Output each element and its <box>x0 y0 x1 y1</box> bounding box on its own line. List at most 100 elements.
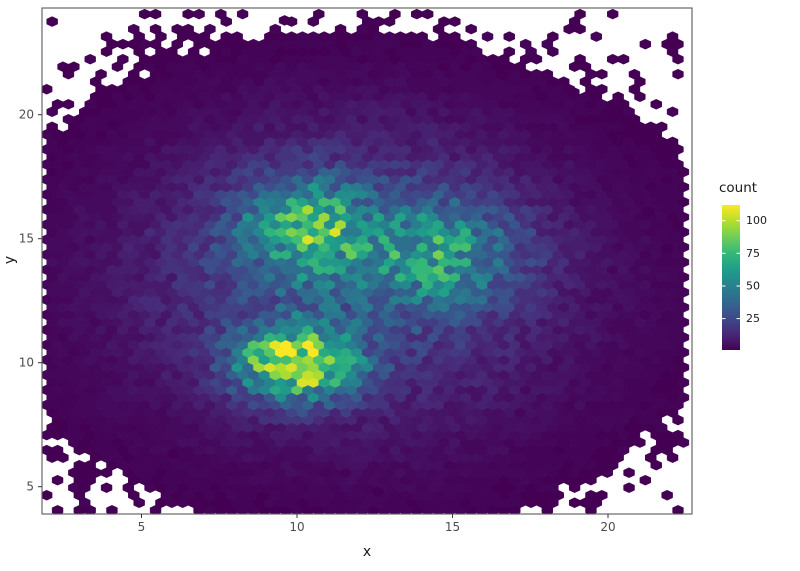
hex-cell <box>568 87 580 98</box>
hex-cell <box>231 31 243 42</box>
y-tick-label: 20 <box>19 108 34 122</box>
hex-cell <box>51 505 64 514</box>
hex-cell <box>128 23 140 35</box>
x-axis-title: x <box>362 544 372 560</box>
hex-cell <box>236 8 249 20</box>
hex-cell <box>106 83 118 95</box>
hex-cell <box>182 8 194 20</box>
hex-cell <box>95 68 107 80</box>
hex-cell <box>372 16 385 27</box>
hex-cell <box>46 16 58 27</box>
x-tick-label: 10 <box>289 520 304 534</box>
hex-cell <box>269 23 281 35</box>
hex-cell <box>394 31 407 42</box>
hex-cell <box>106 505 118 514</box>
hex-cell <box>220 31 232 42</box>
legend-tick-label: 25 <box>746 312 760 325</box>
hex-cell <box>541 68 554 80</box>
hex-cell <box>547 31 559 42</box>
hex-cell <box>655 121 668 133</box>
hex-cell <box>171 23 183 35</box>
hex-cell <box>149 8 162 20</box>
hex-cell <box>416 31 428 42</box>
hex-cell <box>42 83 53 95</box>
hex-cell <box>666 136 679 148</box>
x-tick-label: 20 <box>600 520 615 534</box>
hex-cell <box>215 8 227 20</box>
hex-cell <box>590 31 603 42</box>
x-tick-label: 5 <box>138 520 146 534</box>
hex-cell <box>503 31 515 42</box>
hex-cell <box>372 486 384 497</box>
y-axis-title: y <box>2 255 19 265</box>
hex-cell <box>356 8 369 20</box>
hex-cell <box>558 76 570 87</box>
hex-cell <box>596 83 608 95</box>
hex-cell <box>449 16 461 27</box>
hex-cell <box>51 444 64 456</box>
hex-cell <box>623 467 635 478</box>
legend: 100 75 50 25 <box>722 205 767 350</box>
hex-cell <box>666 31 679 42</box>
hex-cell <box>503 46 515 57</box>
hex-cell <box>530 68 543 80</box>
hex-cell <box>421 8 434 20</box>
hex-cell <box>117 38 129 50</box>
legend-tick-label: 75 <box>746 247 760 260</box>
hex-cell <box>42 489 53 501</box>
hex-cell <box>73 459 86 471</box>
hex-cell <box>42 444 53 456</box>
hex-cell <box>596 68 608 80</box>
hex-cell <box>46 121 58 133</box>
hex-cell <box>51 474 64 486</box>
hex-cell <box>465 38 477 50</box>
y-tick-label: 5 <box>26 480 34 494</box>
hex-cell <box>672 429 684 441</box>
hex-cell <box>57 61 69 72</box>
hex-cell <box>405 31 418 42</box>
hex-cell <box>166 449 179 460</box>
hex-cell <box>519 38 532 50</box>
hex-cell <box>672 505 684 514</box>
hex-cell <box>193 8 205 20</box>
legend-tick-label: 50 <box>746 280 760 293</box>
hex-cell <box>617 53 630 65</box>
hex-cell <box>607 53 619 65</box>
hex-cell <box>661 243 673 254</box>
y-tick-label: 15 <box>19 232 34 246</box>
hex-cell <box>138 8 151 20</box>
hex-cell <box>481 31 494 42</box>
hex-cell <box>383 31 396 42</box>
hex-layer <box>42 8 690 514</box>
hex-cell <box>296 31 309 42</box>
hex-cell <box>84 53 96 65</box>
hex-cell <box>318 31 330 42</box>
hex-cell <box>51 99 64 110</box>
hex-cell <box>449 31 461 42</box>
hex-cell <box>661 489 673 501</box>
hex-cell <box>411 8 423 20</box>
x-tick-label: 15 <box>445 520 460 534</box>
y-tick-label: 10 <box>19 356 34 370</box>
legend-title: count <box>719 180 758 196</box>
hex-cell <box>62 99 75 110</box>
hex-cell <box>672 68 684 80</box>
legend-colorbar <box>722 205 740 350</box>
hex-cell <box>100 31 113 42</box>
hex-cell <box>389 8 401 20</box>
hex-cell <box>645 121 657 133</box>
hex-cell <box>639 474 652 486</box>
hex-cell <box>182 23 194 35</box>
hex-cell <box>285 31 298 42</box>
hex-cell <box>257 491 269 502</box>
hex-cell <box>487 53 499 65</box>
hex-cell <box>117 53 129 65</box>
hex-cell <box>278 15 291 26</box>
hex-cell <box>666 106 679 118</box>
hex-cell <box>628 68 641 80</box>
hex-cell <box>650 99 662 110</box>
hex-cell <box>642 206 655 217</box>
hex-cell <box>149 23 162 35</box>
hex-cell <box>612 91 624 103</box>
